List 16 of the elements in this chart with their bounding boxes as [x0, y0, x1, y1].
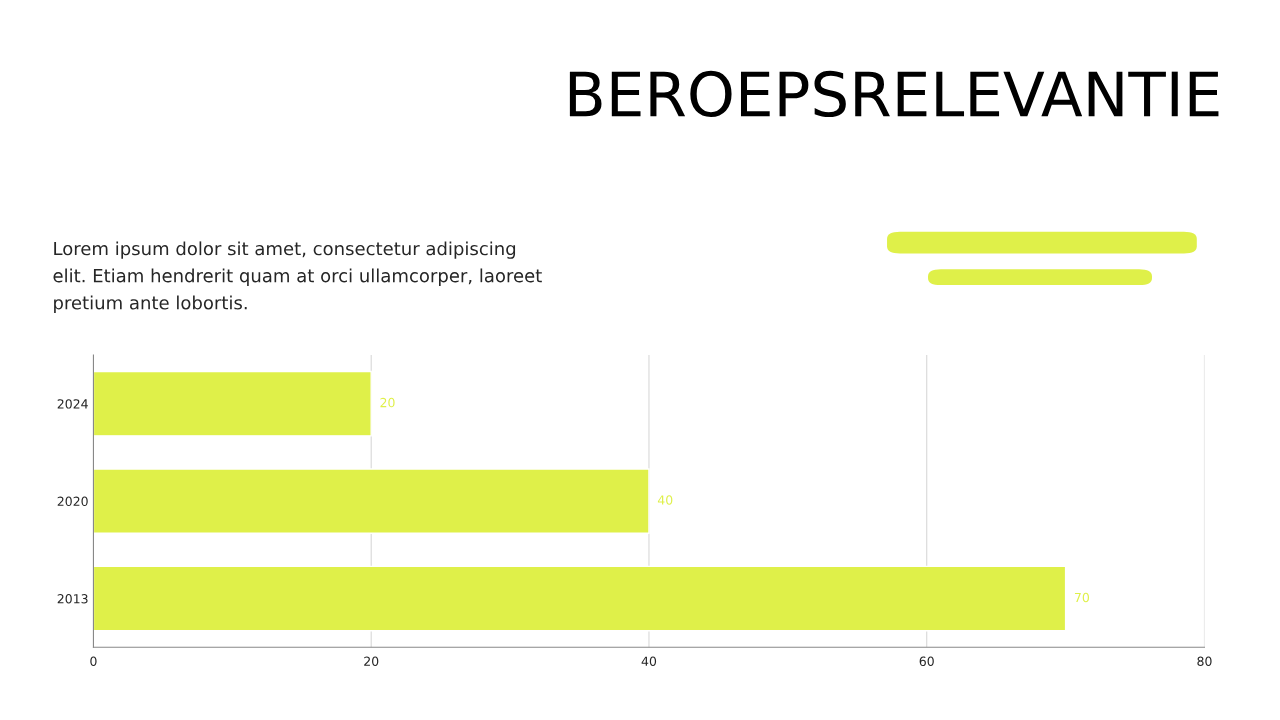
x-tick-label: 80 [1197, 656, 1212, 666]
bar [93, 370, 372, 437]
data-label: 70 [1074, 592, 1090, 603]
x-tick-label: 0 [90, 656, 97, 666]
bar [93, 468, 650, 534]
data-label: 40 [657, 495, 673, 505]
chart-title: BEROEPSRELEVANTIE [569, 70, 1219, 118]
y-tick-label: 2020 [57, 496, 88, 507]
data-label: 20 [380, 397, 395, 408]
y-tick-label: 2013 [57, 594, 88, 604]
x-tick-label: 60 [919, 656, 934, 666]
text: Lorem ipsum dolor sit amet, consectetur adipiscing elit. Etiam hendrerit quam at orci ullamcorper, laoreet pretium ante lobortis. [53, 241, 542, 314]
x-tick-label: 20 [364, 656, 379, 666]
bar [93, 565, 1067, 632]
y-tick-label: 2024 [57, 399, 88, 409]
x-tick-label: 40 [641, 656, 657, 666]
